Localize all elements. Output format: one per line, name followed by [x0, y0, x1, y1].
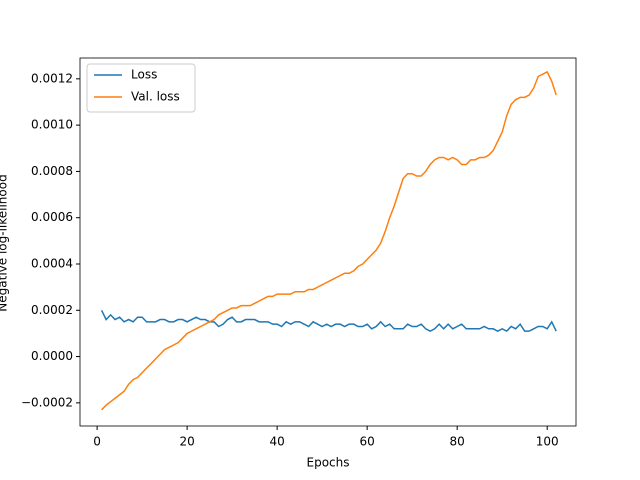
- x-axis-label: Epochs: [307, 456, 350, 470]
- legend-box: [86, 63, 196, 113]
- x-tick-label: 60: [360, 435, 375, 449]
- data-line: [100, 309, 557, 333]
- x-tick-label: 80: [450, 435, 465, 449]
- y-tick-label: 0.0012: [31, 71, 73, 85]
- legend-label: Loss: [131, 68, 157, 82]
- y-tick-label: 0.0008: [31, 164, 73, 178]
- x-tick-label: 40: [269, 435, 284, 449]
- y-tick-label: 0.0000: [31, 349, 73, 363]
- y-tick-label: 0.0004: [31, 256, 73, 270]
- y-tick-label: −0.0002: [21, 395, 73, 409]
- x-tick-label: 20: [179, 435, 194, 449]
- x-tick-label: 0: [93, 435, 101, 449]
- data-line: [101, 70, 557, 411]
- y-tick-label: 0.0002: [31, 303, 73, 317]
- plot-frame: [79, 57, 577, 427]
- y-tick-label: 0.0006: [31, 210, 73, 224]
- x-tick-label: 100: [536, 435, 559, 449]
- y-tick-label: 0.0010: [31, 118, 73, 132]
- legend-label: Val. loss: [131, 90, 180, 104]
- y-axis-label: Negative log-likelihood: [0, 174, 10, 311]
